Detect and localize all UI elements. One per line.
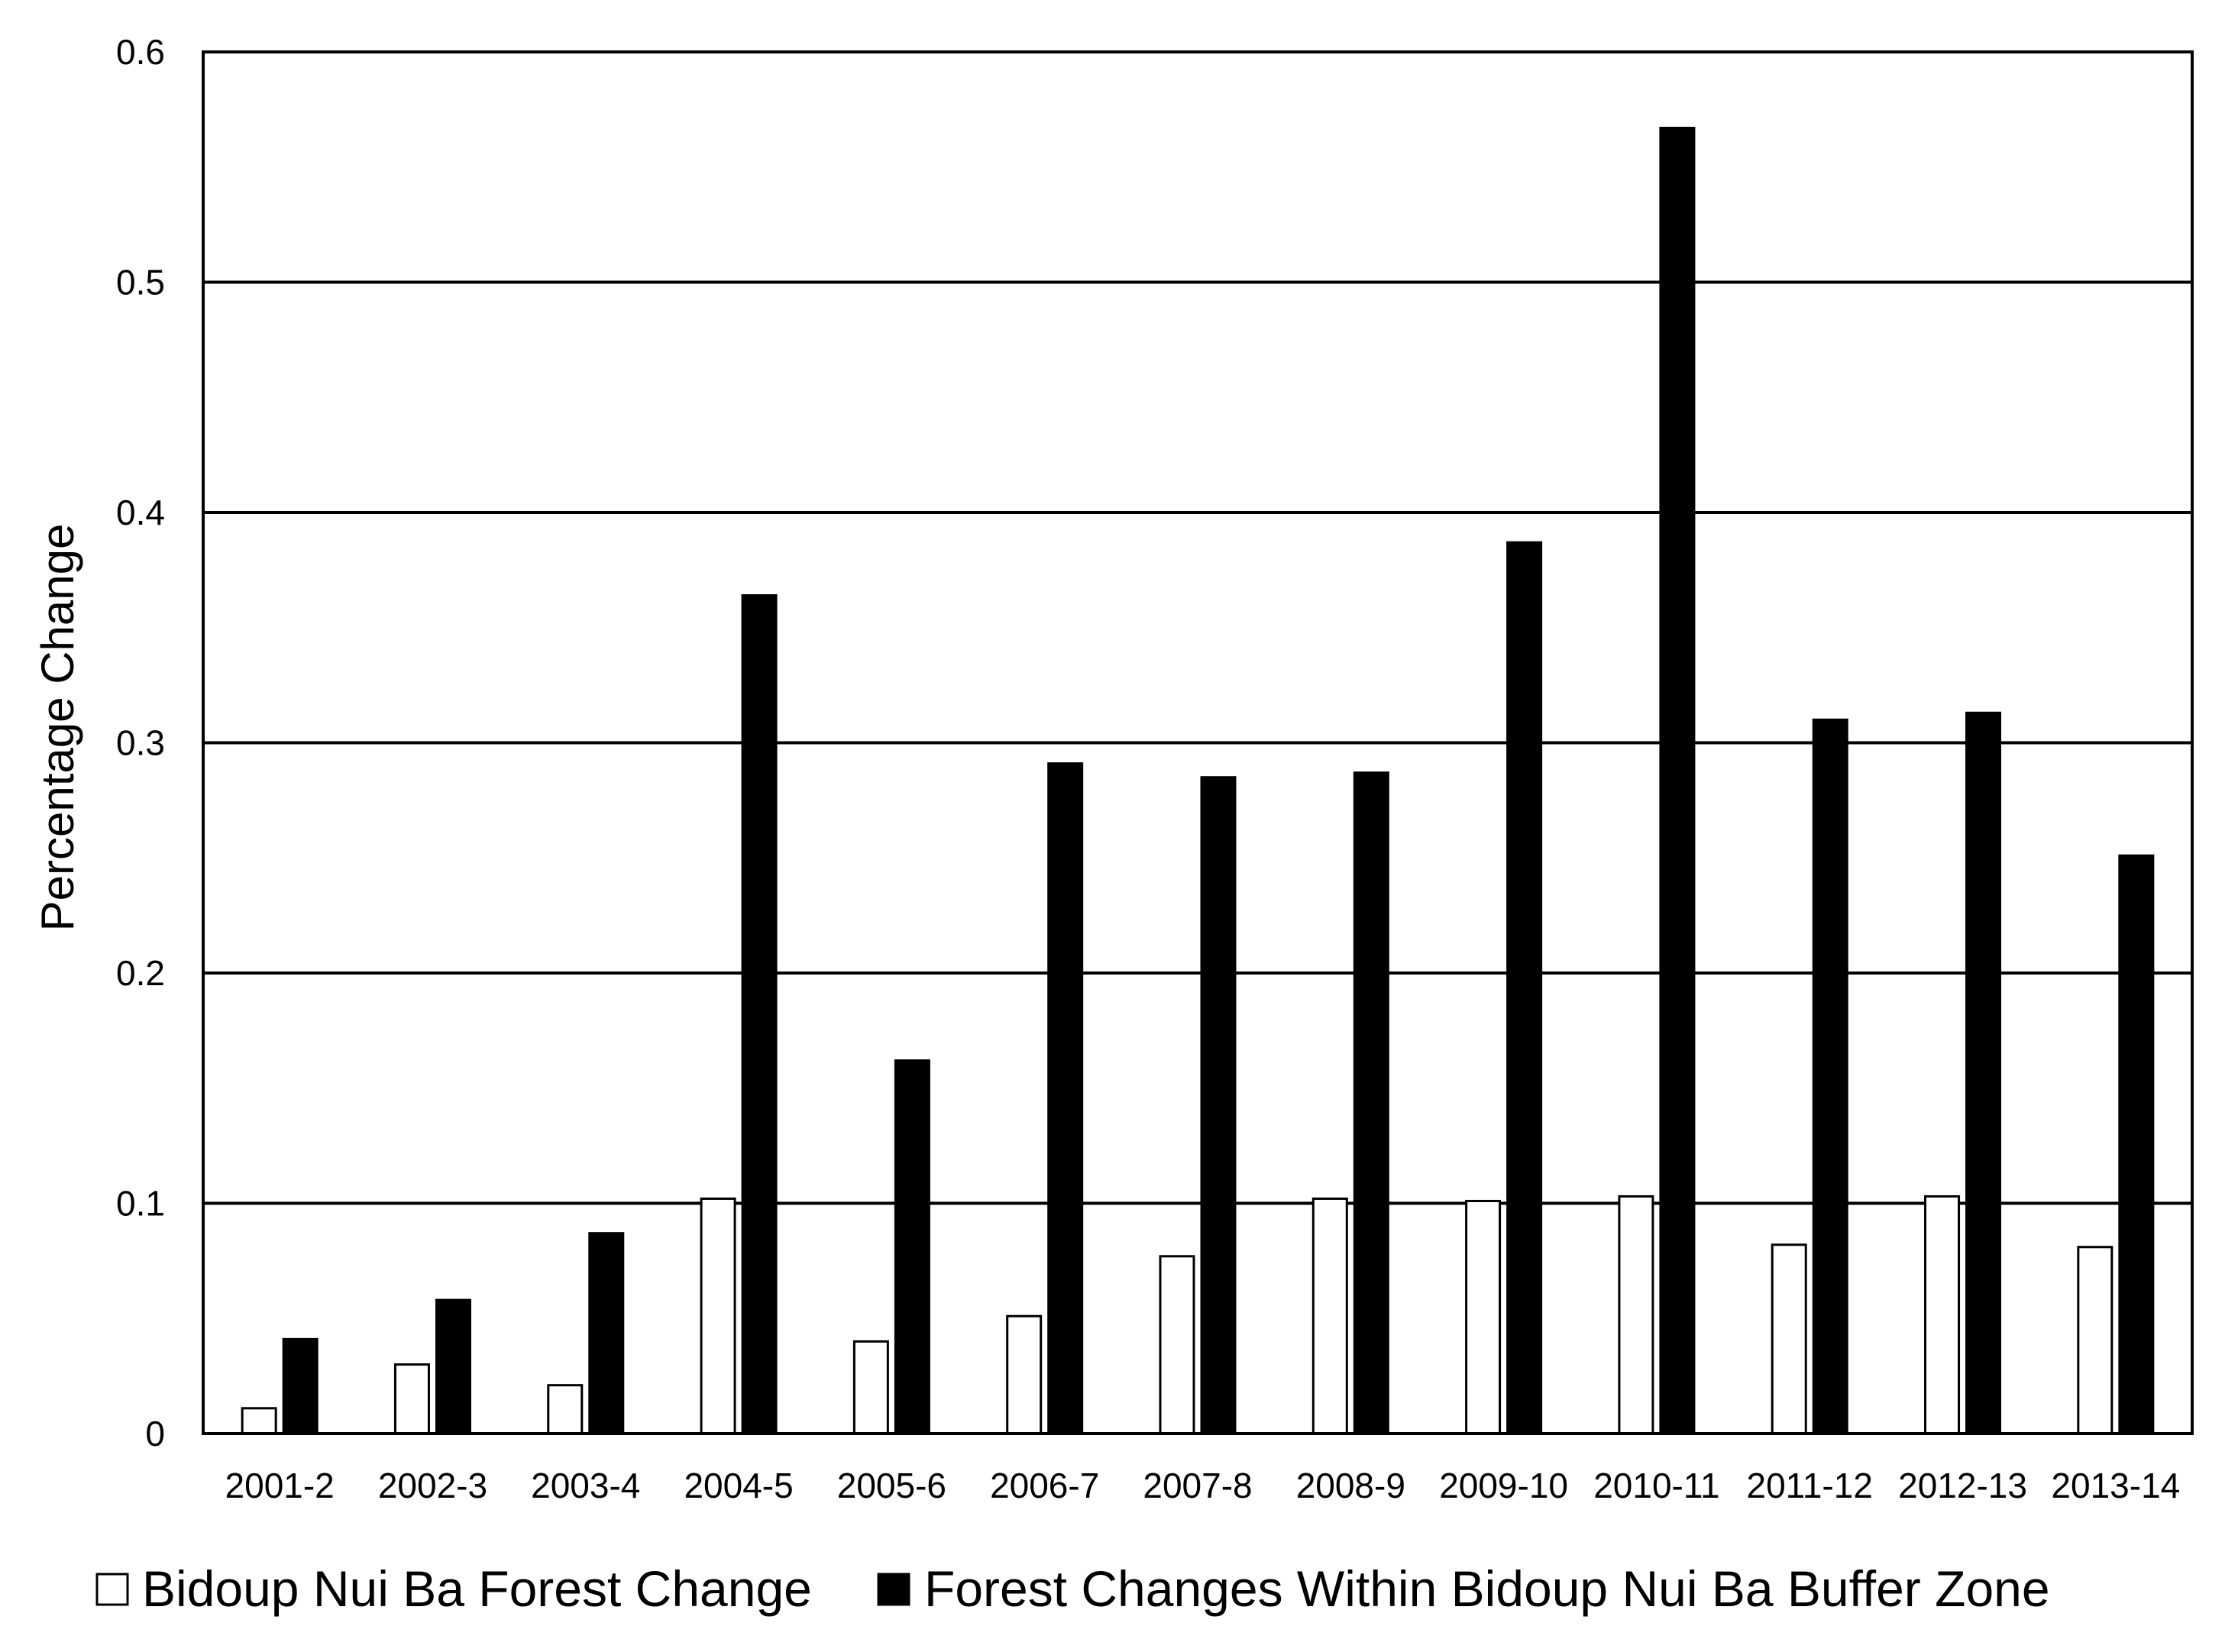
x-tick-label: 2002-3 [378,1466,487,1505]
bar-forest-change [2077,1246,2113,1435]
legend: Bidoup Nui Ba Forest Change Forest Chang… [95,1560,2050,1617]
y-tick-label: 0.4 [116,493,165,532]
bar-buffer-zone [282,1337,319,1435]
bar-buffer-zone [1659,126,1696,1435]
y-axis-title: Percentage Change [32,524,83,932]
y-tick-label: 0 [145,1414,165,1453]
bar-buffer-zone [741,594,778,1435]
bar-forest-change [547,1384,584,1435]
legend-swatch-white [95,1573,129,1606]
x-tick-label: 2012-13 [1898,1466,2027,1505]
legend-label-buffer-zone: Forest Changes Within Bidoup Nui Ba Buff… [924,1560,2050,1617]
x-tick-label: 2001-2 [225,1466,335,1505]
bar-forest-change [700,1197,736,1435]
legend-label-forest-change: Bidoup Nui Ba Forest Change [142,1560,812,1617]
bar-forest-change [1771,1243,1807,1435]
bar-forest-change [393,1363,430,1435]
bar-buffer-zone [1353,771,1389,1435]
x-tick-label: 2005-6 [837,1466,946,1505]
y-tick-label: 0.2 [116,953,165,993]
x-tick-label: 2011-12 [1747,1466,1873,1505]
x-tick-label: 2004-5 [684,1466,793,1505]
bar-forest-change [1159,1255,1195,1435]
bar-buffer-zone [1812,718,1848,1435]
bar-forest-change [1006,1314,1043,1435]
bar-buffer-zone [435,1298,471,1435]
x-tick-label: 2009-10 [1439,1466,1568,1505]
bar-buffer-zone [1965,711,2002,1435]
x-tick-label: 2003-4 [531,1466,640,1505]
x-tick-label: 2008-9 [1296,1466,1405,1505]
bar-forest-change [1618,1195,1654,1435]
bar-forest-change [1924,1195,1961,1435]
bar-buffer-zone [1200,776,1237,1435]
x-tick-label: 2013-14 [2051,1466,2180,1505]
bar-buffer-zone [1047,762,1084,1435]
bar-forest-change [1465,1199,1502,1435]
plot-area-frame [202,50,2194,1435]
y-tick-label: 0.5 [116,263,165,302]
x-tick-label: 2007-8 [1143,1466,1252,1505]
gridlines [203,50,2192,1435]
bar-buffer-zone [2118,854,2155,1435]
bar-buffer-zone [894,1059,930,1435]
x-axis-ticks: 2001-2 2002-3 2003-4 2004-5 2005-6 2006-7 2007… [225,1466,2181,1505]
y-tick-label: 0.1 [116,1184,165,1224]
x-tick-label: 2010-11 [1593,1466,1719,1505]
bar-buffer-zone [588,1232,625,1435]
bar-buffer-zone [1506,541,1543,1435]
y-tick-label: 0.6 [116,32,165,72]
bar-forest-change [1311,1197,1348,1435]
bar-forest-change [852,1340,889,1435]
y-axis-ticks: 0 0.1 0.2 0.3 0.4 0.5 0.6 [116,32,165,1453]
legend-swatch-black [877,1573,910,1606]
y-tick-label: 0.3 [116,723,165,763]
bars [241,126,2155,1435]
bar-forest-change [241,1407,277,1435]
x-tick-label: 2006-7 [990,1466,1099,1505]
